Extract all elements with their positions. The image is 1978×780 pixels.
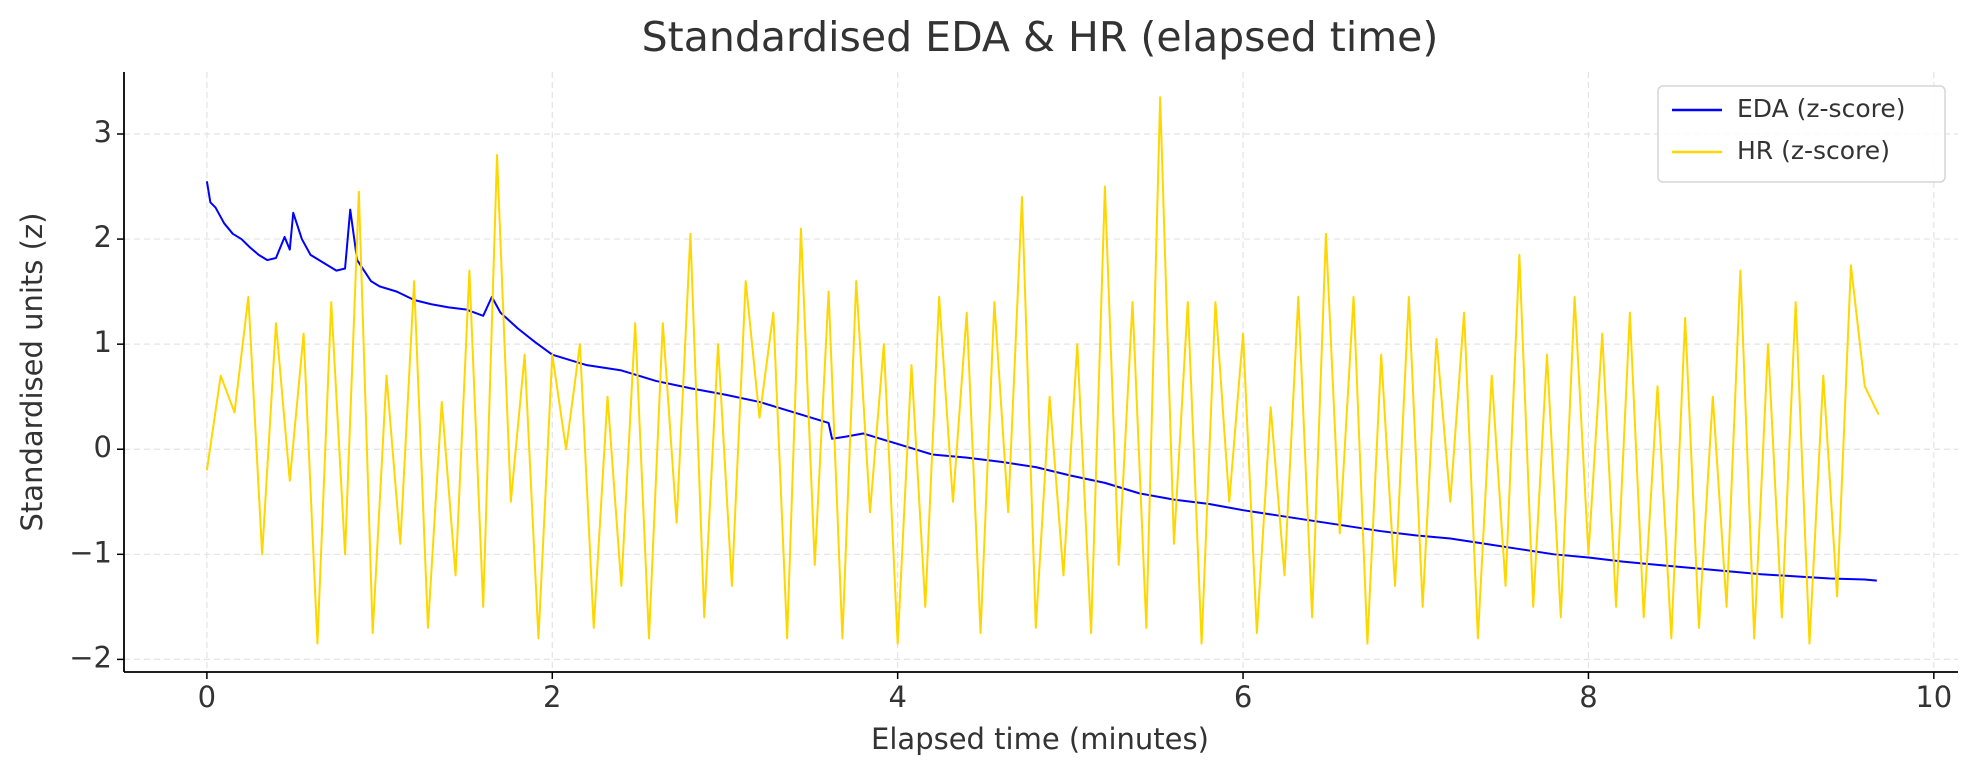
x-tick-label: 4: [888, 680, 906, 714]
chart-title: Standardised EDA & HR (elapsed time): [642, 13, 1439, 61]
data-line: [205, 96, 1880, 645]
x-tick-label: 2: [543, 680, 561, 714]
legend-box: [1657, 85, 1946, 183]
y-tick-label: 3: [94, 115, 112, 149]
x-tick-label: 6: [1234, 680, 1252, 714]
y-tick-label: 1: [94, 325, 112, 359]
y-tick-label: −1: [69, 535, 112, 569]
data-line: [205, 181, 1877, 582]
y-tick-label: −2: [69, 640, 112, 674]
x-tick-label: 0: [198, 680, 216, 714]
x-axis-label: Elapsed time (minutes): [871, 722, 1209, 756]
x-tick-label: 8: [1579, 680, 1597, 714]
y-tick-label: 0: [94, 430, 112, 464]
legend-label: EDA (z-score): [1737, 94, 1905, 123]
y-axis-label: Standardised units (z): [15, 213, 49, 532]
y-tick-label: 2: [94, 220, 112, 254]
x-tick-label: 10: [1915, 680, 1952, 714]
legend-label: HR (z-score): [1737, 136, 1890, 165]
